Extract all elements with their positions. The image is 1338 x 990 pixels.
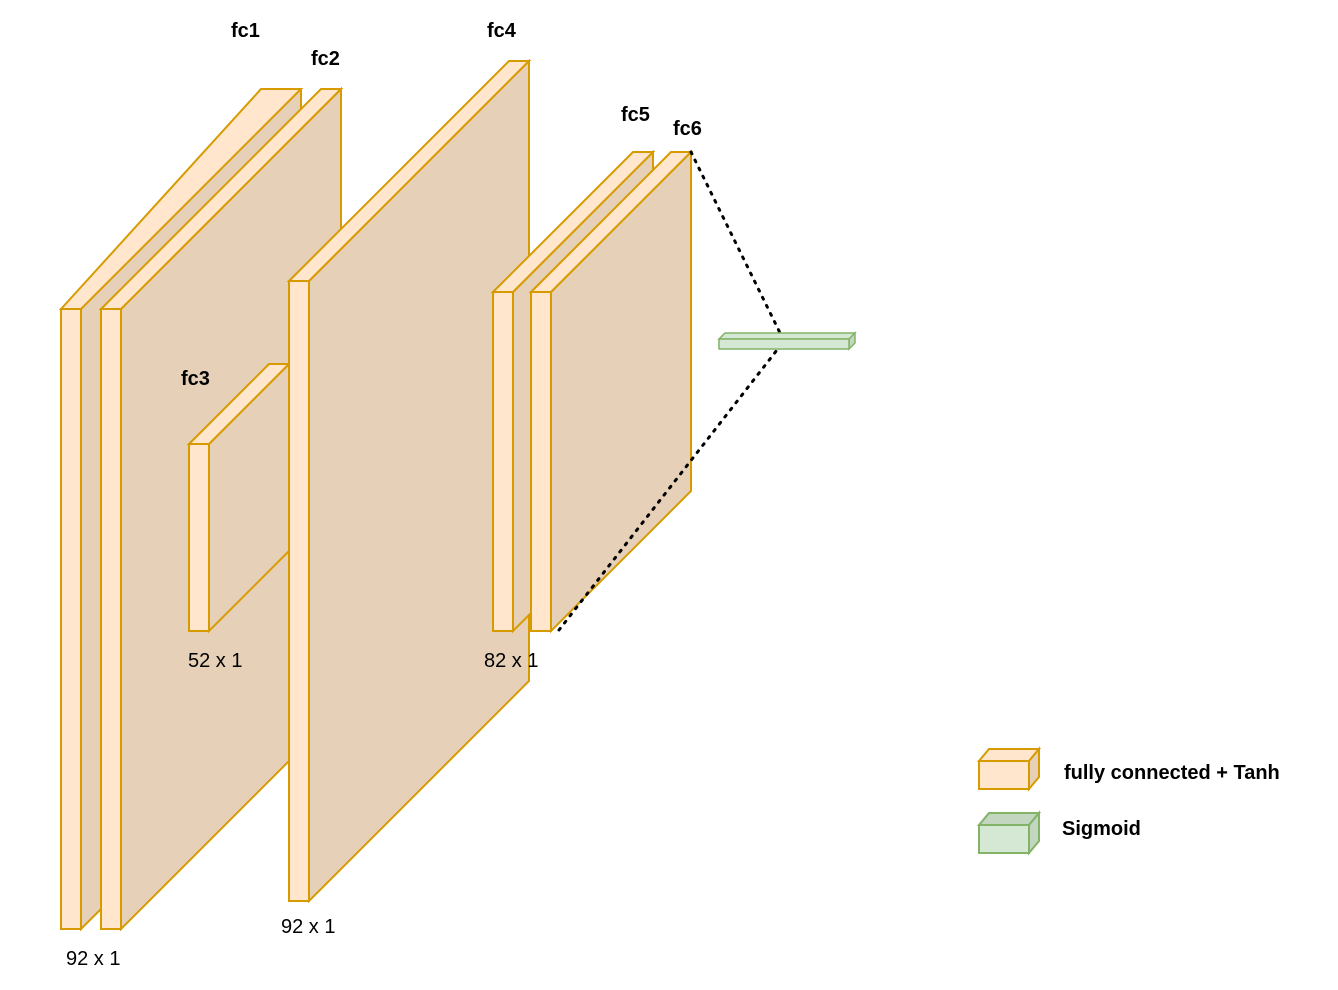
connector-top <box>689 150 786 343</box>
layer-fc4 <box>286 58 532 904</box>
layer-fc6 <box>528 149 694 634</box>
fc2-front-face <box>100 308 122 930</box>
fc6-label: fc6 <box>673 118 702 140</box>
sigmoid-output-block <box>717 331 857 351</box>
dim-label-fc1-fc2: 92 x 1 <box>66 948 120 970</box>
dim-label-fc3: 52 x 1 <box>188 650 242 672</box>
fc1-front-face <box>60 308 82 930</box>
sigmoid-front-face <box>718 338 850 350</box>
fc4-front-face <box>288 280 310 902</box>
fc5-front-face <box>492 291 514 632</box>
fc5-label: fc5 <box>621 104 650 126</box>
fc1-label: fc1 <box>231 20 260 42</box>
fc3-label: fc3 <box>181 368 210 390</box>
fc4-label: fc4 <box>487 20 517 42</box>
legend-fc-label: fully connected + Tanh <box>1064 762 1280 784</box>
green-box-icon <box>976 810 1042 856</box>
connector-bottom <box>557 339 786 632</box>
dim-label-fc5-fc6: 82 x 1 <box>484 650 538 672</box>
fc6-front-face <box>530 291 552 632</box>
dim-label-fc4: 92 x 1 <box>281 916 335 938</box>
orange-box-icon <box>976 746 1042 792</box>
fc2-label: fc2 <box>311 48 340 70</box>
legend: fully connected + Tanh Sigmoid <box>976 746 1280 856</box>
fc3-front-face <box>188 443 210 632</box>
sigmoid-top-face <box>717 332 857 340</box>
legend-sigmoid-label: Sigmoid <box>1062 818 1141 840</box>
